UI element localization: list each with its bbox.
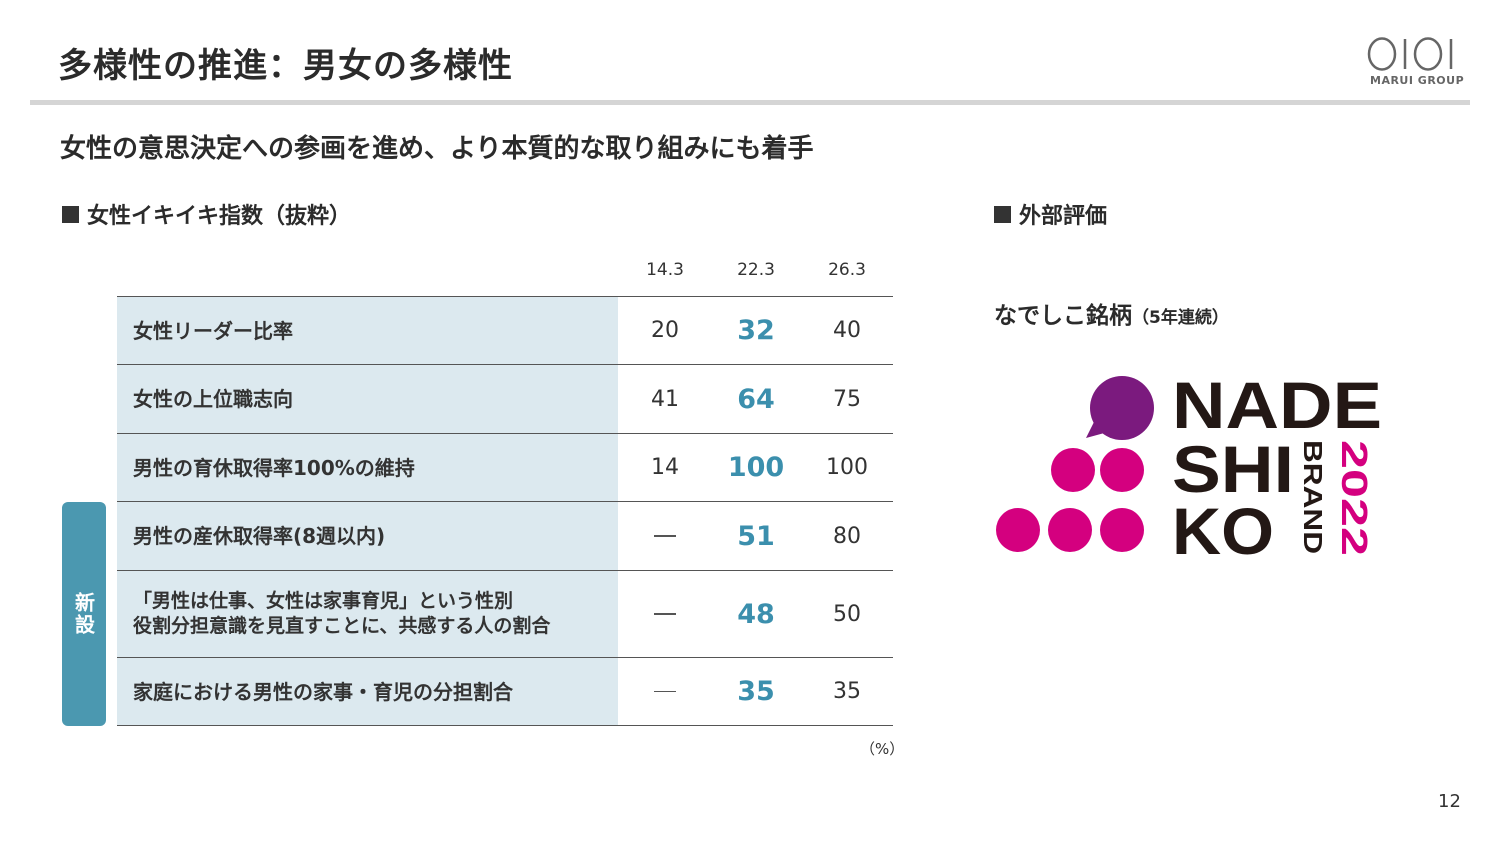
value-cell-empty	[620, 658, 710, 725]
external-eval-heading: 外部評価	[994, 198, 1107, 230]
value-cell: 40	[833, 318, 861, 343]
page-title: 多様性の推進：男女の多様性	[58, 46, 513, 86]
dash-mark	[654, 613, 676, 615]
value-cell-empty	[620, 571, 710, 657]
row-label-line: 役割分担意識を見直すことに、共感する人の割合	[133, 615, 551, 637]
value-cell: 100	[826, 455, 868, 480]
index-section-heading: 女性イキイキ指数（抜粋）	[62, 198, 351, 230]
square-bullet-icon	[994, 205, 1011, 223]
marui-group-logo: MARUI GROUP	[1360, 36, 1470, 90]
brand-text: MARUI GROUP	[1370, 74, 1465, 87]
square-bullet-icon	[62, 205, 79, 223]
value-cell: 80	[833, 523, 861, 549]
row-label: 家庭における男性の家事・育児の分担割合	[117, 658, 618, 725]
award-title: なでしこ銘柄（5年連続）	[994, 296, 1229, 330]
award-note: （5年連続）	[1132, 308, 1229, 328]
page-number: 12	[1438, 791, 1461, 812]
index-heading-text: 女性イキイキ指数（抜粋）	[87, 204, 352, 229]
value-cell: 75	[833, 386, 861, 412]
magenta-dot-icon	[1100, 448, 1144, 492]
nadeshiko-brand-logo: NADE SHI KO BRAND 2022	[996, 370, 1382, 560]
table-row: 男性の育休取得率100%の維持 14 100 100	[117, 434, 893, 502]
logo-brand-text: BRAND	[1298, 440, 1328, 554]
value-cell-highlight: 48	[737, 598, 775, 630]
logo-line-1: NADE	[1172, 370, 1382, 442]
table-row: 家庭における男性の家事・育児の分担割合 35 35	[117, 658, 893, 726]
table-row: 女性の上位職志向 41 64 75	[117, 365, 893, 434]
column-header: 22.3	[737, 260, 775, 280]
logo-year-text: 2022	[1334, 440, 1375, 556]
magenta-dot-icon	[1048, 508, 1092, 552]
subtitle: 女性の意思決定への参画を進め、より本質的な取り組みにも着手	[60, 134, 814, 164]
value-cell-highlight: 64	[737, 383, 775, 415]
unit-label: （%）	[860, 740, 905, 758]
value-cell-highlight: 32	[737, 315, 775, 346]
value-cell: 35	[833, 679, 861, 704]
speech-bubble-tail-icon	[1086, 422, 1108, 438]
dash-mark	[654, 690, 676, 693]
oioi-logo-icon	[1367, 37, 1453, 71]
value-cell-highlight: 51	[737, 520, 775, 552]
new-badge: 新設	[62, 502, 106, 726]
magenta-dot-icon	[1100, 508, 1144, 552]
value-cell-empty	[620, 502, 710, 570]
logo-line-3: KO	[1172, 494, 1274, 560]
column-header: 14.3	[646, 260, 684, 280]
table-row: 女性リーダー比率 20 32 40	[117, 296, 893, 365]
column-header: 26.3	[828, 260, 866, 280]
purple-speech-bubble-icon	[1090, 376, 1154, 440]
logo-line-2: SHI	[1172, 432, 1294, 506]
value-cell: 50	[833, 601, 861, 627]
row-label: 女性の上位職志向	[117, 365, 618, 433]
value-cell: 14	[651, 455, 679, 480]
table-row: 「男性は仕事、女性は家事育児」という性別 役割分担意識を見直すことに、共感する人…	[117, 571, 893, 658]
award-name: なでしこ銘柄	[994, 303, 1132, 329]
row-label: 「男性は仕事、女性は家事育児」という性別 役割分担意識を見直すことに、共感する人…	[117, 571, 618, 657]
table-row: 男性の産休取得率(8週以内) 51 80	[117, 502, 893, 571]
new-badge-text: 新設	[71, 592, 96, 636]
value-cell: 41	[651, 386, 679, 412]
title-divider	[30, 100, 1470, 105]
value-cell-highlight: 100	[727, 452, 785, 483]
row-label: 女性リーダー比率	[117, 297, 618, 364]
magenta-dot-icon	[996, 508, 1040, 552]
value-cell-highlight: 35	[737, 676, 775, 707]
row-label-line: 「男性は仕事、女性は家事育児」という性別	[133, 590, 514, 613]
dash-mark	[654, 535, 676, 537]
row-label: 男性の産休取得率(8週以内)	[117, 502, 618, 570]
magenta-dot-icon	[1051, 448, 1095, 492]
value-cell: 20	[651, 318, 679, 343]
row-label: 男性の育休取得率100%の維持	[117, 434, 618, 501]
external-eval-heading-text: 外部評価	[1019, 204, 1108, 229]
